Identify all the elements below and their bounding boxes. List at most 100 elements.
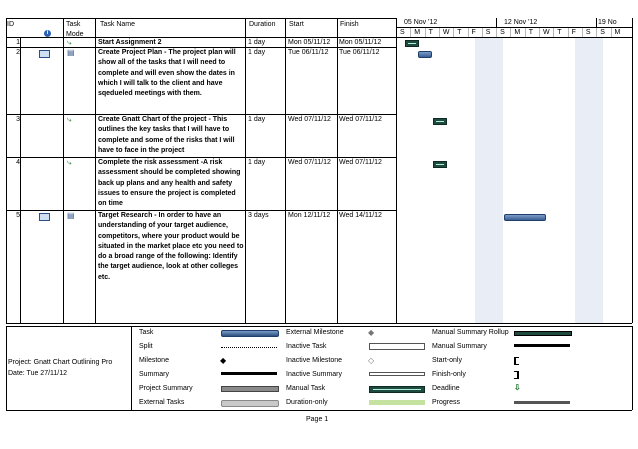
legend-external-tasks-label: External Tasks <box>139 399 185 406</box>
weekend-shade-2 <box>575 37 603 323</box>
legend-top-border <box>6 326 632 327</box>
day-divider <box>410 28 411 37</box>
col-border-gantt <box>396 18 397 323</box>
task-1-duration[interactable]: 1 day <box>248 39 266 46</box>
deadline-arrow-icon: ⇩ <box>514 383 521 392</box>
task-5-start[interactable]: Mon 12/11/12 <box>288 212 331 219</box>
task-1-name[interactable]: Start Assignment 2 <box>98 39 162 46</box>
col-border-mode <box>63 18 64 323</box>
row-border-1 <box>6 47 396 48</box>
task-3-finish[interactable]: Wed 07/11/12 <box>339 116 382 123</box>
task-2-finish[interactable]: Tue 06/11/12 <box>339 49 380 56</box>
timescale-week-1: 05 Nov '12 <box>404 19 438 26</box>
legend-deadline-label: Deadline <box>432 385 460 392</box>
task-1-start[interactable]: Mon 05/11/12 <box>288 39 331 46</box>
page-number: Page 1 <box>306 416 329 423</box>
legend-start-only-label: Start-only <box>432 357 462 364</box>
task-1-finish[interactable]: Mon 05/11/12 <box>339 39 382 46</box>
task-3-start[interactable]: Wed 07/11/12 <box>288 116 331 123</box>
task-4-start[interactable]: Wed 07/11/12 <box>288 159 331 166</box>
row-border-2 <box>6 114 396 115</box>
header-task-name: Task Name <box>100 21 136 28</box>
timescale-divider <box>396 27 632 28</box>
notes-icon[interactable] <box>39 213 50 221</box>
timescale-day: F <box>471 29 476 36</box>
legend-inactive-milestone-label: Inactive Milestone <box>286 357 343 364</box>
legend-manual-summary-rollup-label: Manual Summary Rollup <box>432 329 509 336</box>
col-border-id <box>20 37 21 323</box>
task-2-duration[interactable]: 1 day <box>248 49 266 56</box>
timescale-day: W <box>442 29 450 36</box>
external-milestone-diamond-icon: ◆ <box>368 328 375 337</box>
table-top-border <box>6 18 396 19</box>
task-2-start[interactable]: Tue 06/11/12 <box>288 49 329 56</box>
legend-summary-label: Summary <box>139 371 169 378</box>
task-2-id: 2 <box>16 49 20 56</box>
gantt-bar-task-3[interactable] <box>433 118 447 125</box>
legend-inactive-summary-swatch <box>369 372 425 376</box>
weekend-shade-1 <box>475 37 503 323</box>
legend-external-tasks-swatch <box>221 400 279 407</box>
gantt-bar-task-2[interactable] <box>418 51 432 58</box>
header-finish: Finish <box>340 21 359 28</box>
task-5-duration[interactable]: 3 days <box>248 212 269 219</box>
timescale-week-3: 19 No <box>598 19 617 26</box>
day-divider <box>525 28 526 37</box>
timescale-day: T <box>428 29 433 36</box>
day-divider <box>496 28 497 37</box>
auto-schedule-icon: ▤ <box>67 211 75 220</box>
pin-icon: ⤷ <box>67 38 72 47</box>
row-border-4 <box>6 210 396 211</box>
legend-task-swatch <box>221 330 279 337</box>
start-only-bracket-icon <box>514 357 519 365</box>
timescale-day: T <box>557 29 562 36</box>
legend-summary-swatch <box>221 372 277 375</box>
notes-icon[interactable] <box>39 50 50 58</box>
task-5-finish[interactable]: Wed 14/11/12 <box>339 212 382 219</box>
task-1-id: 1 <box>16 39 20 46</box>
task-2-name[interactable]: Create Project Plan - The project plan w… <box>98 49 236 98</box>
task-5-id: 5 <box>16 212 20 219</box>
legend-duration-only-label: Duration-only <box>286 399 328 406</box>
task-3-duration[interactable]: 1 day <box>248 116 266 123</box>
week-divider <box>596 18 597 28</box>
legend-divider <box>131 326 132 410</box>
pin-icon: ⤷ <box>67 158 72 167</box>
col-border-name <box>95 18 96 323</box>
finish-only-bracket-icon <box>514 371 519 379</box>
legend-left-border <box>6 326 7 410</box>
day-divider <box>611 28 612 37</box>
task-5-name[interactable]: Target Research - In order to have an un… <box>98 212 244 281</box>
row-border-3 <box>6 157 396 158</box>
legend-bottom-border <box>6 410 632 411</box>
task-3-id: 3 <box>16 116 20 123</box>
week-divider <box>496 18 497 28</box>
gantt-bar-task-1[interactable] <box>405 40 419 47</box>
gantt-bar-task-4[interactable] <box>433 161 447 168</box>
legend-finish-only-label: Finish-only <box>432 371 466 378</box>
col-border-right <box>632 18 633 323</box>
legend-right-border <box>632 326 633 410</box>
day-divider <box>439 28 440 37</box>
info-icon: i <box>44 30 51 37</box>
legend-manual-task-label: Manual Task <box>286 385 326 392</box>
day-divider <box>510 28 511 37</box>
day-divider <box>453 28 454 37</box>
task-4-name[interactable]: Complete the risk assessment -A risk ass… <box>98 159 241 208</box>
col-border-left <box>6 18 7 323</box>
task-4-duration[interactable]: 1 day <box>248 159 266 166</box>
gantt-bar-task-5[interactable] <box>504 214 546 221</box>
col-border-duration <box>245 18 246 323</box>
day-divider <box>482 28 483 37</box>
legend-project-summary-label: Project Summary <box>139 385 193 392</box>
col-border-start <box>285 18 286 323</box>
task-3-name[interactable]: Create Gnatt Chart of the project - This… <box>98 116 235 154</box>
task-4-id: 4 <box>16 159 20 166</box>
project-name: Project: Gnatt Chart Outlining Pro <box>8 359 113 366</box>
auto-schedule-icon: ▤ <box>67 48 75 57</box>
legend-progress-swatch <box>514 401 570 404</box>
timescale-day: W <box>543 29 550 36</box>
task-4-finish[interactable]: Wed 07/11/12 <box>339 159 382 166</box>
day-divider <box>568 28 569 37</box>
timescale-day: S <box>585 29 591 36</box>
